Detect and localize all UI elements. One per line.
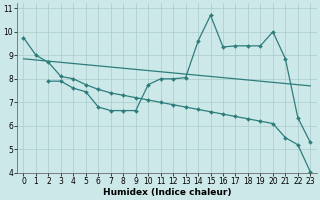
X-axis label: Humidex (Indice chaleur): Humidex (Indice chaleur) — [103, 188, 231, 197]
